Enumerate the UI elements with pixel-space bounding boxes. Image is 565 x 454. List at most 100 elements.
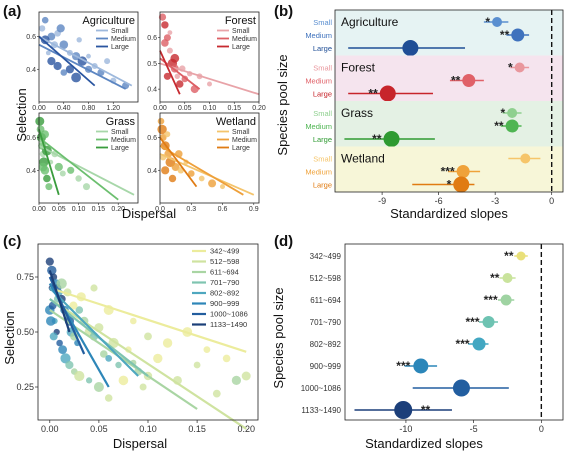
x-tick-label: 0.15 [227, 105, 241, 112]
row-label: Large [313, 90, 332, 99]
scatter-point [139, 383, 147, 391]
row-label: Medium [305, 77, 332, 86]
row-label: 1000~1086 [301, 384, 342, 393]
regression-line [159, 137, 198, 188]
scatter-point [45, 183, 53, 191]
scatter-point [220, 184, 225, 190]
row-label: 342~499 [310, 252, 342, 261]
group-title: Wetland [341, 152, 385, 166]
scatter-point [207, 81, 212, 87]
significance-marker: ** [490, 271, 500, 285]
estimate-point [516, 251, 526, 261]
legend-label: Small [111, 129, 129, 136]
y-tick-label: 0.50 [16, 327, 34, 337]
panel-b-ylabel: Species pool size [275, 54, 290, 155]
row-label: Large [313, 44, 332, 53]
scatter-point [56, 339, 63, 347]
panel-label-d: (d) [274, 233, 293, 250]
row-label: Medium [305, 122, 332, 131]
scatter-point [75, 306, 84, 314]
panel-d-xlabel: Standardized slopes [365, 436, 483, 451]
scatter-point [157, 117, 165, 125]
legend-label: Small [232, 129, 250, 136]
group-title: Grass [341, 106, 373, 120]
x-tick-label: 0.40 [57, 105, 71, 112]
estimate-point [502, 273, 513, 283]
significance-marker: *** [441, 165, 455, 179]
plot-frame [334, 9, 564, 193]
legend-label: Small [232, 28, 250, 35]
scatter-point [166, 47, 173, 54]
y-tick-label: 0.5 [147, 61, 157, 68]
group-agriculture: Agriculture Small * Medium ** Large [305, 10, 563, 56]
regression-line [38, 43, 127, 90]
scatter-point [74, 370, 85, 382]
regression-line [49, 287, 139, 377]
x-tick-label: 1.20 [106, 105, 120, 112]
estimate-point [402, 40, 419, 56]
estimate-point [511, 28, 525, 42]
scatter-point [45, 257, 54, 266]
x-tick-label: 0.10 [72, 206, 86, 213]
scatter-point [176, 80, 184, 88]
x-tick-label: 0.10 [139, 424, 157, 434]
y-tick-label: 0.4 [147, 168, 157, 175]
scatter-point [59, 40, 69, 49]
legend-label: Medium [232, 36, 257, 43]
scatter-point [153, 353, 163, 364]
x-tick-label: 0.05 [52, 206, 66, 213]
y-tick-label: 0.6 [26, 34, 36, 41]
subplot-frame [159, 112, 260, 204]
x-tick-label: 0.80 [82, 105, 96, 112]
legend-label: Medium [111, 137, 136, 144]
row-label: 701~790 [310, 318, 342, 327]
subplot-grass: 0.00 0.05 0.10 0.15 0.20 0.4 0.6 GrassSmallMedi… [26, 112, 139, 213]
significance-marker: *** [456, 337, 470, 351]
scatter-point [105, 355, 113, 362]
scatter-point [53, 61, 62, 71]
scatter-point [130, 317, 137, 325]
panel-c: 0.00 0.05 0.10 0.15 0.20 0.25 0.50 0.75 342~4995… [16, 243, 259, 434]
panel-b-xlabel: Standardized slopes [390, 206, 508, 221]
scatter-point [171, 163, 180, 171]
scatter-point [104, 394, 113, 402]
scatter-point [46, 316, 56, 326]
x-tick-label: 0 [549, 196, 554, 206]
regression-line [48, 270, 71, 333]
regression-line [159, 62, 260, 96]
panel-a: 0.00 0.40 0.80 1.200.40.6AgricultureSmallMe… [26, 11, 266, 213]
subplot-wetland: 0.0 0.3 0.6 0.9 0.4 0.6 WetlandSmallMediumLarg… [147, 112, 260, 213]
estimate-point [482, 316, 495, 328]
y-tick-label: 0.75 [16, 272, 34, 282]
row-label: Medium [305, 31, 332, 40]
scatter-point [47, 57, 56, 66]
scatter-point [93, 382, 104, 392]
scatter-point [208, 179, 217, 188]
estimate-point [514, 62, 525, 73]
x-tick-label: 0.20 [252, 105, 266, 112]
scatter-point [115, 361, 122, 369]
estimate-point [379, 85, 396, 102]
significance-marker: * [500, 106, 505, 120]
x-tick-label: 0.20 [237, 424, 255, 434]
legend-label: 1133~1490 [210, 320, 247, 329]
x-tick-label: 0.6 [218, 206, 228, 213]
legend-label: Small [111, 28, 129, 35]
scatter-point [104, 58, 111, 65]
x-tick-label: -3 [491, 196, 499, 206]
subplot-title: Grass [106, 116, 136, 128]
panel-a-ylabel: Selection [14, 88, 29, 141]
estimate-point [413, 358, 429, 374]
estimate-point [500, 294, 512, 306]
row-label: Medium [305, 168, 332, 177]
x-tick-label: 0.0 [155, 206, 165, 213]
group-wetland: Wetland Small Medium *** Large * [305, 146, 563, 193]
row-label: 1133~1490 [301, 406, 341, 415]
legend-label: 342~499 [210, 247, 239, 256]
legend-label: Medium [232, 137, 257, 144]
scatter-point [161, 166, 170, 175]
significance-marker: * [485, 15, 490, 29]
scatter-point [167, 30, 173, 35]
scatter-point [65, 65, 74, 74]
legend-label: 701~790 [210, 278, 239, 287]
